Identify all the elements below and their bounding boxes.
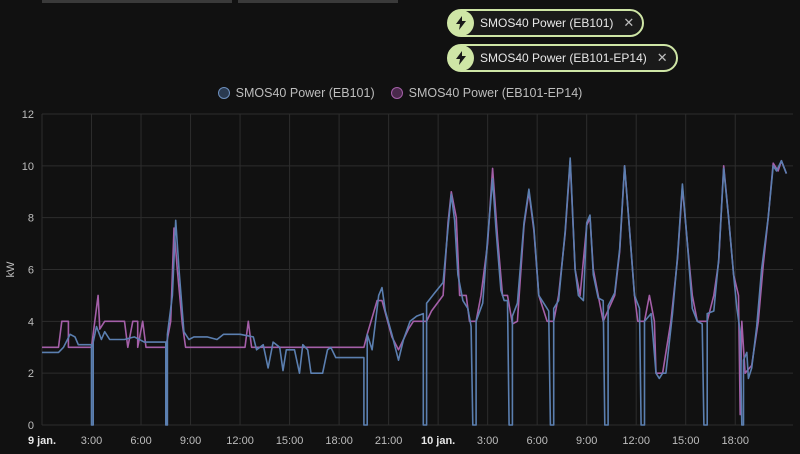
filter-chip-label: SMOS40 Power (EB101-EP14)	[480, 51, 647, 65]
y-tick-label: 12	[22, 109, 34, 121]
x-tick-label: 18:00	[721, 435, 749, 447]
x-tick-label: 6:00	[130, 435, 151, 447]
x-tick-label: 3:00	[477, 435, 498, 447]
close-icon[interactable]: ✕	[656, 50, 668, 65]
legend-label: SMOS40 Power (EB101-EP14)	[408, 86, 583, 100]
y-tick-label: 0	[28, 420, 34, 432]
y-tick-label: 8	[28, 213, 34, 225]
legend-item-eb101-ep14[interactable]: SMOS40 Power (EB101-EP14)	[390, 86, 583, 100]
filter-chip-eb101-ep14[interactable]: SMOS40 Power (EB101-EP14) ✕	[447, 44, 678, 72]
filter-chip-eb101[interactable]: SMOS40 Power (EB101) ✕	[447, 9, 645, 37]
x-tick-label: 10 jan.	[421, 435, 455, 447]
x-tick-label: 18:00	[325, 435, 353, 447]
x-tick-label: 6:00	[526, 435, 547, 447]
close-icon[interactable]: ✕	[623, 15, 635, 30]
y-tick-label: 4	[28, 316, 34, 328]
y-axis-label: kW	[5, 261, 17, 278]
y-tick-label: 2	[28, 368, 34, 380]
top-divider-right	[238, 0, 398, 3]
x-tick-label: 21:00	[375, 435, 403, 447]
x-tick-label: 15:00	[672, 435, 700, 447]
x-tick-label: 12:00	[226, 435, 254, 447]
x-tick-label: 9:00	[180, 435, 201, 447]
series-line-eb101	[42, 157, 788, 426]
lightning-bolt-icon	[448, 45, 474, 71]
legend-swatch	[390, 87, 403, 99]
legend-swatch	[217, 87, 230, 99]
legend-item-eb101[interactable]: SMOS40 Power (EB101)	[217, 86, 375, 100]
y-tick-label: 10	[22, 161, 34, 173]
filter-chip-label: SMOS40 Power (EB101)	[480, 16, 614, 30]
x-tick-label: 12:00	[622, 435, 650, 447]
x-tick-label: 9:00	[576, 435, 597, 447]
x-tick-label: 9 jan.	[28, 435, 56, 447]
x-tick-label: 3:00	[81, 435, 102, 447]
legend-label: SMOS40 Power (EB101)	[235, 86, 375, 100]
lightning-bolt-icon	[448, 10, 474, 36]
top-divider-left	[42, 0, 232, 3]
y-tick-label: 6	[28, 265, 34, 277]
x-tick-label: 15:00	[276, 435, 304, 447]
chart-legend: SMOS40 Power (EB101) SMOS40 Power (EB101…	[0, 86, 800, 100]
